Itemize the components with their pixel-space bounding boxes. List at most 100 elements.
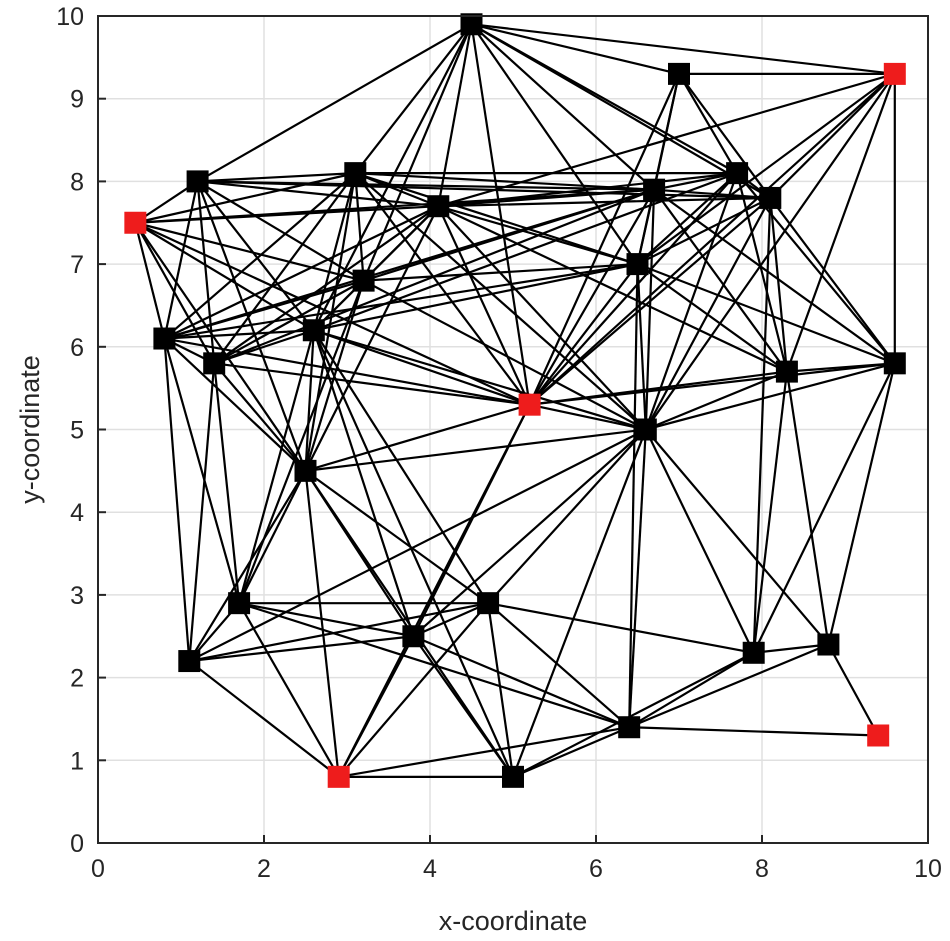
edge-line (312, 172, 357, 331)
edge-line (653, 188, 896, 365)
y-tick-labels: 0 1 2 3 4 5 6 7 8 9 10 (56, 3, 84, 858)
edge-line (196, 181, 307, 472)
node-marker (883, 352, 906, 375)
node-marker (643, 178, 666, 201)
edge-line (337, 602, 489, 778)
edge-line (163, 337, 307, 472)
y-tick-label: 9 (70, 86, 84, 114)
edge-line (471, 23, 895, 75)
edge-line (636, 172, 738, 265)
edge-line (636, 73, 896, 265)
edge-line (305, 403, 530, 472)
edge-line (213, 172, 357, 364)
edge-line (213, 363, 241, 604)
edge-line (628, 264, 639, 728)
edge-line (412, 602, 489, 638)
edge-line (338, 726, 630, 778)
edge-line (645, 362, 896, 431)
edge-line (528, 172, 738, 406)
edge-line (470, 23, 771, 199)
edge-line (163, 181, 199, 339)
edge-line (363, 279, 647, 431)
anchor-node-marker (867, 724, 890, 747)
x-tick-labels: 0 2 4 6 8 10 (91, 855, 942, 883)
edge-line (164, 329, 314, 340)
edge-line (678, 73, 772, 199)
node-marker (618, 716, 641, 739)
edge-line (470, 23, 655, 191)
node-marker (228, 592, 251, 615)
edge-line (134, 222, 307, 472)
node-marker (344, 162, 367, 185)
node-marker (742, 641, 765, 664)
edge-line (197, 172, 356, 183)
node-marker (460, 13, 483, 36)
edge-line (470, 23, 639, 265)
edge-line (528, 73, 896, 406)
edge-line (197, 180, 365, 282)
edge-line (785, 73, 896, 372)
edge-line (529, 362, 895, 406)
x-axis-label: x-coordinate (439, 906, 588, 936)
edge-line (529, 403, 647, 431)
edge-line (528, 197, 772, 406)
edge-line (752, 371, 788, 653)
edge-line (628, 651, 755, 729)
x-tick-label: 2 (257, 855, 271, 883)
anchor-node-marker (883, 62, 906, 85)
edge-line (437, 205, 788, 373)
edge-line (238, 280, 365, 604)
edge-line (354, 172, 531, 406)
edge-line (354, 173, 365, 281)
edge-line (189, 635, 414, 663)
edge-line (438, 188, 655, 208)
edge-line (238, 470, 307, 604)
edge-line (362, 23, 473, 282)
y-tick-label: 6 (70, 334, 84, 362)
edge-line (313, 329, 647, 431)
node-marker (634, 418, 657, 441)
edge-line (354, 172, 638, 266)
edge-line (438, 172, 738, 208)
edge-line (628, 429, 647, 728)
y-tick-label: 10 (56, 3, 84, 31)
edge-line (437, 72, 896, 208)
edge-line (512, 726, 630, 778)
edge-line (629, 726, 879, 737)
edge-line (653, 172, 738, 191)
edge-line (471, 23, 680, 75)
edge-line (304, 205, 440, 472)
edge-line (304, 470, 514, 778)
x-tick-label: 8 (755, 855, 769, 883)
edge-line (487, 428, 647, 604)
node-marker (502, 765, 524, 788)
edge-line (512, 651, 755, 778)
anchor-node-marker (124, 211, 147, 234)
edge-line (412, 635, 514, 778)
edge-line (637, 263, 896, 365)
edge-line (163, 338, 241, 604)
edge-line (644, 73, 896, 431)
edge-line (437, 205, 647, 431)
edge-line (644, 429, 755, 654)
anchor-node-marker (327, 765, 350, 788)
edge-line (135, 188, 655, 224)
edge-line (163, 205, 439, 340)
node-marker (626, 253, 649, 276)
node-marker (726, 162, 749, 185)
edge-line (305, 428, 646, 472)
edge-line (188, 428, 647, 663)
node-marker (203, 352, 226, 375)
x-tick-label: 10 (914, 855, 942, 883)
node-marker (153, 327, 176, 350)
edge-line (752, 362, 896, 654)
node-marker (186, 170, 209, 193)
edge-line (164, 279, 364, 340)
edge-line (769, 197, 788, 372)
y-tick-label: 5 (70, 417, 84, 445)
edge-line (412, 635, 630, 729)
edges (134, 23, 896, 778)
node-marker (294, 459, 317, 482)
edge-line (197, 180, 439, 208)
